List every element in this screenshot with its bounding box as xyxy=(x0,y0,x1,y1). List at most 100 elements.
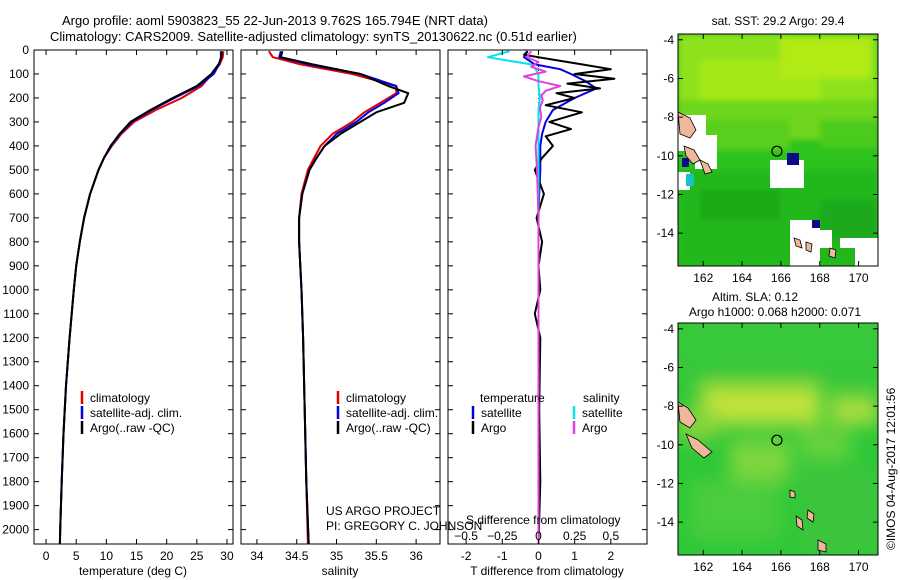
sst-float-marker xyxy=(771,145,783,157)
x-tick-label: 20 xyxy=(160,549,174,563)
series-line-argo-raw-qc- xyxy=(279,50,410,544)
s-difference-label: S difference from climatology xyxy=(466,513,621,527)
y-tick-label: 1000 xyxy=(2,283,29,297)
y-tick-label: 500 xyxy=(9,163,29,177)
x-tick-label: 5 xyxy=(73,549,80,563)
y-tick-label: 300 xyxy=(9,115,29,129)
y-tick-label: 1600 xyxy=(2,427,29,441)
legend-label-climatology: climatology xyxy=(346,391,406,405)
legend-label-s-argo: Argo xyxy=(582,421,608,435)
y-tick-label: 100 xyxy=(9,67,29,81)
sst-cold-pixels xyxy=(682,153,820,228)
salinity-legend: climatology satellite-adj. clim. Argo(..… xyxy=(336,391,438,435)
x-tick-label: -2 xyxy=(461,549,472,563)
map-y-tick-label: -4 xyxy=(663,322,674,336)
x-tick-label: 1 xyxy=(571,549,578,563)
y-tick-label: 600 xyxy=(9,187,29,201)
legend-label-argo: Argo(..raw -QC) xyxy=(90,421,175,435)
legend-label-argo: Argo(..raw -QC) xyxy=(346,421,431,435)
y-tick-label: 800 xyxy=(9,235,29,249)
map-x-tick-label: 164 xyxy=(732,271,752,285)
s-tick-label: −0.25 xyxy=(487,529,518,543)
salinity-series-group xyxy=(268,50,410,544)
legend-label-satellite-adj: satellite-adj. clim. xyxy=(90,406,182,420)
y-tick-label: 700 xyxy=(9,211,29,225)
salinity-axes-frame xyxy=(240,49,441,545)
x-tick-label: 15 xyxy=(130,549,144,563)
y-tick-label: 1800 xyxy=(2,475,29,489)
legend-label-t-satellite: satellite xyxy=(481,406,522,420)
series-line-argo-raw-qc- xyxy=(58,51,223,544)
salinity-panel: 34 34.5 35 35.5 36 salinity climatology sate… xyxy=(240,49,482,578)
y-tick-label: 900 xyxy=(9,259,29,273)
sla-float-marker xyxy=(771,434,783,446)
map-x-tick-label: 170 xyxy=(849,271,869,285)
map-y-tick-label: -6 xyxy=(663,360,674,374)
legend-label-s-satellite: satellite xyxy=(582,406,623,420)
sla-map-title-line1: Altim. SLA: 0.12 xyxy=(712,290,798,304)
difference-axes-frame xyxy=(447,49,648,545)
map-y-tick-label: -10 xyxy=(657,438,675,452)
sst-map-field xyxy=(678,34,878,266)
y-tick-label: 400 xyxy=(9,139,29,153)
legend-label-satellite-adj: satellite-adj. clim. xyxy=(346,406,438,420)
s-tick-label: 0.25 xyxy=(563,529,587,543)
s-tick-label: 0 xyxy=(535,529,542,543)
x-tick-label: 10 xyxy=(100,549,114,563)
x-tick-label: 25 xyxy=(190,549,204,563)
project-label: US ARGO PROJECT xyxy=(326,504,441,518)
map-y-tick-label: -14 xyxy=(657,515,675,529)
temperature-axes: 0 5 10 15 20 25 300100200300400500600700800900… xyxy=(2,43,234,563)
temperature-xlabel: temperature (deg C) xyxy=(79,564,187,578)
map-y-tick-label: -4 xyxy=(663,33,674,47)
map-x-tick-label: 162 xyxy=(693,271,713,285)
x-tick-label: 34.5 xyxy=(285,549,309,563)
y-tick-label: 1400 xyxy=(2,379,29,393)
y-tick-label: 1500 xyxy=(2,403,29,417)
temperature-legend: climatology satellite-adj. clim. Argo(..… xyxy=(80,391,182,435)
x-tick-label: 0 xyxy=(535,549,542,563)
s-tick-label: −0.5 xyxy=(454,529,478,543)
map-y-tick-label: -14 xyxy=(657,226,675,240)
x-tick-label: 35 xyxy=(330,549,344,563)
legend-title-temperature: temperature xyxy=(480,391,545,405)
x-tick-label: 36 xyxy=(409,549,423,563)
x-tick-label: 2 xyxy=(607,549,614,563)
temperature-axes-frame xyxy=(33,49,234,545)
map-x-tick-label: 168 xyxy=(810,271,830,285)
sst-cyan-pixels xyxy=(686,174,694,186)
map-x-tick-label: 166 xyxy=(771,271,791,285)
difference-legend: temperature salinity satellite Argo sate… xyxy=(471,391,623,435)
y-tick-label: 1700 xyxy=(2,451,29,465)
series-line-satellite-adj-clim- xyxy=(278,50,400,544)
sst-map-title: sat. SST: 29.2 Argo: 29.4 xyxy=(712,14,845,28)
y-tick-label: 1900 xyxy=(2,499,29,513)
difference-xlabel: T difference from climatology xyxy=(470,564,624,578)
map-y-tick-label: -12 xyxy=(657,476,675,490)
map-x-tick-label: 164 xyxy=(732,560,752,574)
difference-axes: -2 -1 0 1 2 −0.5 −0.25 0 0.25 0.5 xyxy=(448,49,647,563)
sst-map-axes: 162 164 166 168 170 -4 -6 -8 -10 -12 -14 xyxy=(657,33,878,285)
sst-map-frame xyxy=(677,33,879,267)
temperature-series-group xyxy=(58,51,225,544)
sla-map-field xyxy=(678,323,878,555)
y-tick-label: 0 xyxy=(22,43,29,57)
y-tick-label: 2000 xyxy=(2,523,29,537)
sst-islands xyxy=(678,111,837,259)
series-line-climatology xyxy=(268,50,398,544)
figure-title-line1: Argo profile: aoml 5903823_55 22-Jun-201… xyxy=(62,13,488,28)
sla-map-axes: 162 164 166 168 170 -4 -6 -8 -10 -12 -14 xyxy=(657,322,878,574)
x-tick-label: 35.5 xyxy=(365,549,389,563)
map-y-tick-label: -6 xyxy=(663,71,674,85)
x-tick-label: 34 xyxy=(250,549,264,563)
map-y-tick-label: -10 xyxy=(657,149,675,163)
salinity-xlabel: salinity xyxy=(322,564,359,578)
imos-credit: ©IMOS 04-Aug-2017 12:01:56 xyxy=(884,387,898,550)
difference-series-group xyxy=(486,50,616,544)
series-line-satellite-adj-clim- xyxy=(58,51,222,544)
sla-map-title-line2: Argo h1000: 0.068 h2000: 0.071 xyxy=(689,305,861,319)
figure-title-line2: Climatology: CARS2009. Satellite-adjuste… xyxy=(50,29,577,44)
y-tick-label: 1300 xyxy=(2,355,29,369)
series-line-climatology xyxy=(58,51,225,544)
